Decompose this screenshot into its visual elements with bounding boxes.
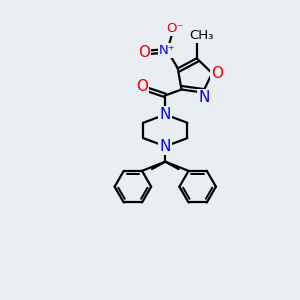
Text: O: O xyxy=(138,45,150,60)
Text: N: N xyxy=(199,90,210,105)
Text: O: O xyxy=(136,79,148,94)
Text: CH₃: CH₃ xyxy=(189,29,213,42)
Text: N⁺: N⁺ xyxy=(159,44,176,57)
Text: N: N xyxy=(160,107,171,122)
Text: O: O xyxy=(212,66,224,81)
Text: N: N xyxy=(160,139,171,154)
Text: O⁻: O⁻ xyxy=(166,22,184,35)
